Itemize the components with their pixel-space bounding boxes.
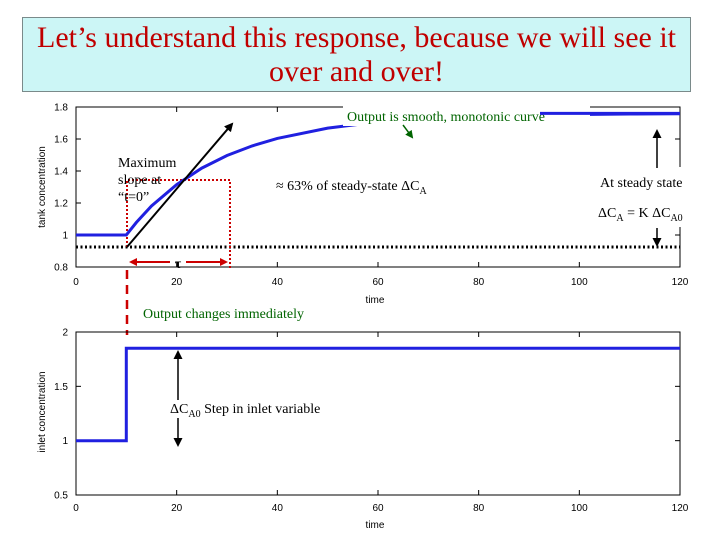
x-tick-label: 20 [171, 503, 183, 514]
y-tick-label: 0.8 [54, 263, 68, 274]
title-box: Let’s understand this response, because … [22, 17, 691, 92]
top-tick-labels: 0 20 40 60 80 100 120 0.8 1 1.2 1.4 1.6 1.8 [54, 103, 689, 289]
x-tick-label: 120 [672, 503, 689, 514]
x-tick-label: 60 [372, 277, 384, 288]
y-tick-label: 0.5 [54, 491, 68, 502]
slide-title: Let’s understand this response, because … [37, 20, 676, 88]
y-tick-label: 1.6 [54, 135, 68, 146]
max-slope-tangent-arrow [126, 122, 234, 248]
bottom-plot-frame [75, 331, 681, 496]
y-tick-label: 1.5 [54, 382, 68, 393]
y-tick-label: 1 [62, 436, 68, 447]
bottom-x-axis-label: time [366, 520, 385, 531]
y-tick-label: 1.2 [54, 199, 68, 210]
x-tick-label: 0 [73, 277, 79, 288]
x-tick-label: 80 [473, 277, 485, 288]
steady-state-label: At steady state [600, 176, 682, 191]
x-tick-label: 20 [171, 277, 183, 288]
bottom-y-axis-label: inlet concentration [37, 371, 48, 452]
output-changes-label: Output changes immediately [143, 307, 304, 322]
y-tick-label: 1 [62, 231, 68, 242]
sixty-three-label-bg [272, 169, 588, 199]
y-tick-label: 1.8 [54, 103, 68, 114]
tau-dotted-marker [126, 179, 231, 270]
x-tick-label: 100 [571, 277, 588, 288]
output-smooth-label: Output is smooth, monotonic curve [347, 110, 545, 125]
bottom-tick-labels: 0 20 40 60 80 100 120 0.5 1 1.5 2 [54, 328, 689, 515]
tau-label: τ [175, 257, 182, 272]
x-tick-label: 80 [473, 503, 485, 514]
y-tick-label: 2 [62, 328, 68, 339]
bottom-axis-ticks [75, 331, 681, 496]
top-y-axis-label: tank concentration [37, 146, 48, 228]
output-smooth-label-bg [343, 106, 590, 126]
steady-state-equation: ΔCA = K ΔCA0 [598, 206, 683, 224]
x-tick-label: 120 [672, 277, 689, 288]
steady-state-label-bg [588, 167, 718, 227]
sixty-three-label: ≈ 63% of steady-state ΔCA [276, 179, 427, 197]
y-tick-label: 1.4 [54, 167, 68, 178]
step-label: ΔCA0 Step in inlet variable [170, 402, 320, 420]
max-slope-label: Maximum slope at “t=0” [118, 156, 180, 205]
output-smooth-arrow [402, 124, 414, 139]
inlet-concentration-step [76, 346, 680, 443]
x-tick-label: 40 [272, 503, 284, 514]
x-tick-label: 40 [272, 277, 284, 288]
top-x-axis-label: time [366, 295, 385, 306]
x-tick-label: 100 [571, 503, 588, 514]
x-tick-label: 60 [372, 503, 384, 514]
x-tick-label: 0 [73, 503, 79, 514]
